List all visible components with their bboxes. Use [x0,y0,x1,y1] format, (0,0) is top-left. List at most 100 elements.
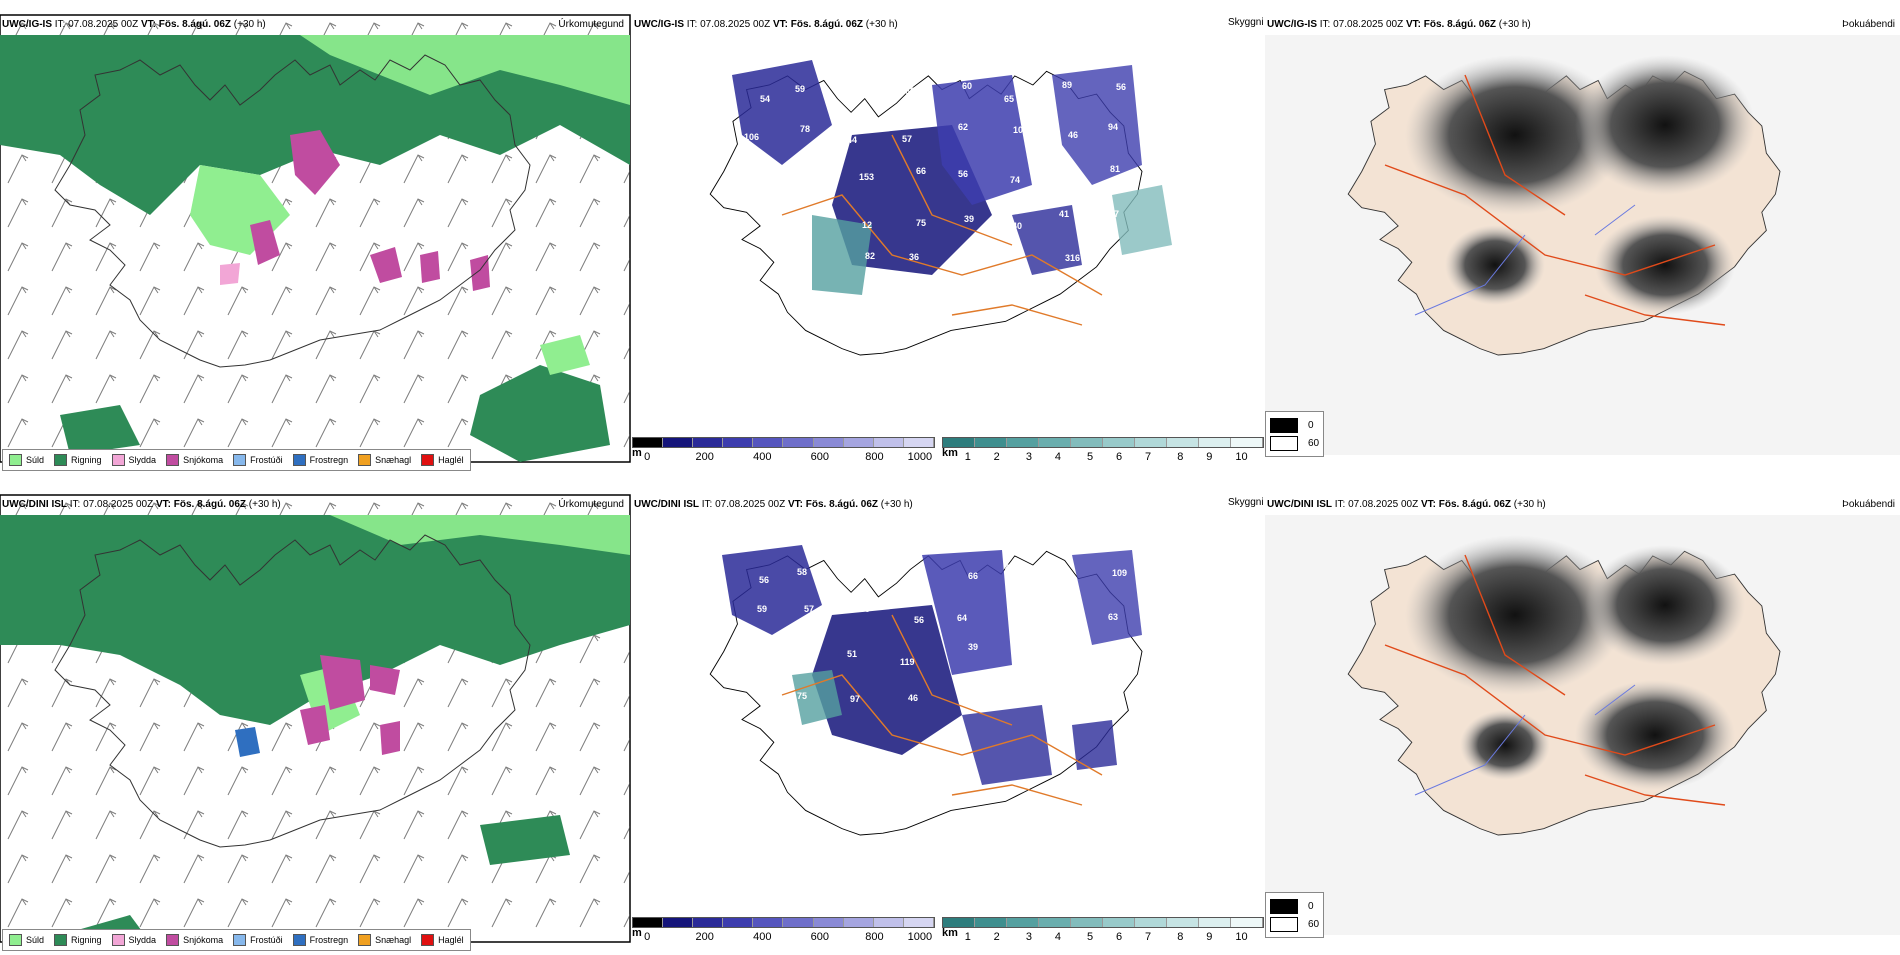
cb-swatch [843,918,874,927]
tick-label: 5 [1087,451,1094,463]
legend-item-haglel: Haglél [421,934,464,946]
legend-label: Haglél [438,935,464,945]
colorbar-ticks: 1 2 3 4 5 6 7 8 9 10 [942,931,1264,945]
legend-label: Frostregn [309,455,349,465]
tick-label: 8 [1177,451,1184,463]
visibility-value-label: 58 [797,567,807,577]
cb-swatch [633,918,664,927]
cb-swatch [783,918,814,927]
vt-value: Fös. 8.ágú. 06Z [790,19,863,30]
tick-label: 4 [1054,931,1061,943]
cb-swatch [843,438,874,447]
visibility-value-label: 129 [1010,602,1025,612]
swatch [421,454,435,466]
it-label: IT: [54,19,66,30]
legend-label: Súld [26,455,45,465]
cb-swatch [1167,438,1199,447]
legend-item-rigning: Rigning [54,934,102,946]
fog-swatch [1270,417,1298,433]
cb-swatch [943,438,975,447]
tick-label: 4 [1054,451,1061,463]
cb-swatch [1135,918,1167,927]
panel-header: UWC/IG-IS IT: 07.08.2025 00Z VT: Fös. 8.… [1267,19,1531,30]
tick-label: 2 [993,931,1000,943]
visibility-value-label: 73 [1066,609,1076,619]
colorbar-ticks: 1 2 3 4 5 6 7 8 9 10 [942,451,1264,465]
tick-label: 6 [1116,451,1123,463]
legend-item-frostregn: Frostregn [292,934,348,946]
vt-value: Fös. 8.ágú. 06Z [158,19,231,30]
visibility-value-label: 81 [1110,164,1120,174]
vt-value: Fös. 8.ágú. 06Z [805,499,878,510]
visibility-value-label: 56 [914,615,924,625]
legend-item-snjokoma: Snjókoma [166,934,223,946]
cb-swatch [1103,438,1135,447]
tick-label: 800 [865,931,884,943]
visibility-colorbar-km-bottom: km 1 2 3 4 5 6 7 8 9 10 [942,917,1264,943]
visibility-value-label: 66 [916,166,926,176]
tick-label: 6 [1116,931,1123,943]
visibility-value-label: 59 [757,604,767,614]
visibility-value-label: 120 [814,168,829,178]
legend-label: Frostúði [250,455,283,465]
visibility-value-label: 109 [1112,568,1127,578]
swatch [54,454,68,466]
tick-label: 600 [810,451,830,463]
visibility-value-label: 39 [964,214,974,224]
cb-swatch [813,918,844,927]
visibility-value-label: 45 [1005,563,1015,573]
visibility-value-label: 82 [865,251,875,261]
visibility-value-label: 75 [797,691,807,701]
swatch [292,454,306,466]
vt-value: Fös. 8.ágú. 06Z [1438,499,1511,510]
model-name: UWC/DINI ISL [1267,499,1332,510]
tick-label: 200 [695,931,714,943]
visibility-value-label: 99 [1067,695,1077,705]
swatch [233,934,247,946]
legend-label: Rigning [71,455,102,465]
cb-swatch [753,918,784,927]
precip-type-panel-top: UWC/IG-IS IT: 07.08.2025 00Z VT: Fös. 8.… [0,14,631,475]
cb-swatch [723,918,754,927]
it-value: 07.08.2025 00Z [700,19,771,30]
fog-swatch [1270,898,1298,914]
precip-type-map-top [0,14,631,463]
visibility-value-label: 62 [958,122,968,132]
visibility-value-label: 44 [847,135,857,145]
cb-swatch [1039,918,1071,927]
colorbar-swatches [632,917,935,928]
swatch [166,454,180,466]
it-value: 07.08.2025 00Z [68,19,139,30]
cb-swatch [633,438,664,447]
lead-time: (+30 h) [233,19,266,30]
it-value: 07.08.2025 00Z [83,499,154,510]
visibility-value-label: 56 [958,169,968,179]
cb-swatch [753,438,784,447]
visibility-value-label: 88 [804,650,814,660]
visibility-value-label: 75 [916,218,926,228]
visibility-value-label: 59 [795,84,805,94]
panel-header: UWC/DINI ISL IT: 07.08.2025 00Z VT: Fös.… [634,499,913,510]
visibility-value-label: 106 [744,132,759,142]
visibility-panel-bottom: 56 58 66 68 66 45 57 109 59 57 99 56 64 129 73 63 75 88 51… [632,495,1264,955]
cb-swatch [975,438,1007,447]
tick-label: 10 [1235,451,1248,463]
legend-item-frostudi: Frostúði [233,454,283,466]
cb-swatch [943,918,975,927]
fog-legend-label: 60 [1308,918,1320,930]
swatch [233,454,247,466]
tick-label: 5 [1087,931,1094,943]
legend-label: Rigning [71,935,102,945]
panel-title: Skyggni [1228,17,1264,28]
visibility-value-label: 29 [1108,693,1118,703]
visibility-value-label: 100 [756,204,771,214]
cb-swatch [1199,438,1231,447]
visibility-value-label: 64 [957,613,967,623]
vt-label: VT: [140,19,156,30]
visibility-value-label: 70 [798,216,808,226]
visibility-value-label: 89 [1062,80,1072,90]
cb-swatch [1071,918,1103,927]
tick-label: 400 [753,931,772,943]
fog-panel-top: UWC/IG-IS IT: 07.08.2025 00Z VT: Fös. 8.… [1265,15,1900,475]
precip-legend: Súld Rigning Slydda Snjókoma Frostúði Fr… [2,929,471,951]
